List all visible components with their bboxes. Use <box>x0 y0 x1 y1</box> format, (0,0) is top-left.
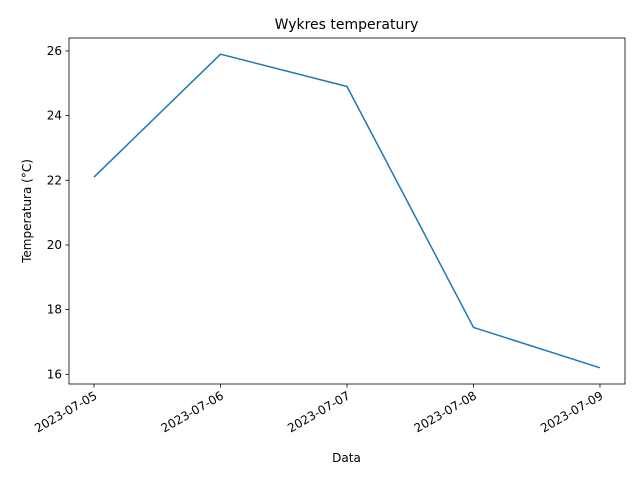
y-tick-label: 18 <box>47 303 62 317</box>
y-tick-label: 16 <box>47 367 62 381</box>
y-tick-label: 22 <box>47 173 62 187</box>
chart-title: Wykres temperatury <box>275 17 419 33</box>
x-axis-label: Data <box>332 451 361 465</box>
y-tick-label: 20 <box>47 238 62 252</box>
y-axis-label: Temperatura (°C) <box>20 159 34 264</box>
y-tick-label: 26 <box>47 44 62 58</box>
y-tick-label: 24 <box>47 109 62 123</box>
